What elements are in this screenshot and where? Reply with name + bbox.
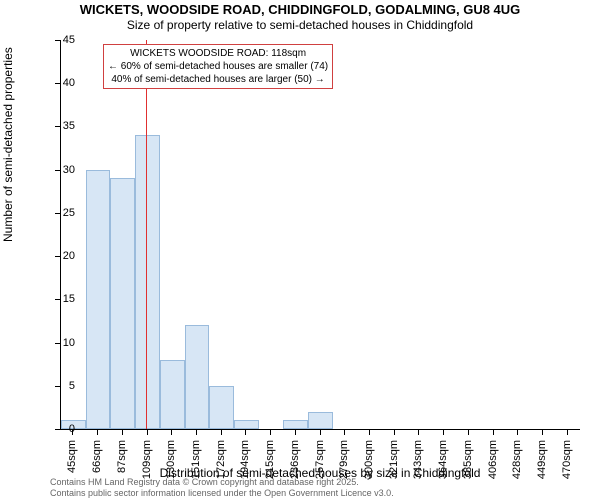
title-line2: Size of property relative to semi-detach…: [0, 18, 600, 33]
x-tick-mark: [295, 430, 296, 435]
y-tick-label: 5: [45, 380, 75, 392]
histogram-bar: [234, 420, 259, 429]
y-tick-label: 20: [45, 250, 75, 262]
y-tick-mark: [55, 429, 60, 430]
x-tick-mark: [147, 430, 148, 435]
x-tick-mark: [369, 430, 370, 435]
y-tick-label: 45: [45, 34, 75, 46]
histogram-bar: [308, 412, 333, 429]
x-tick-label: 343sqm: [411, 440, 425, 490]
x-tick-mark: [394, 430, 395, 435]
y-tick-mark: [55, 83, 60, 84]
y-tick-mark: [55, 40, 60, 41]
x-tick-mark: [517, 430, 518, 435]
x-tick-label: 428sqm: [510, 440, 524, 490]
y-tick-mark: [55, 126, 60, 127]
y-tick-label: 15: [45, 293, 75, 305]
x-tick-label: 385sqm: [461, 440, 475, 490]
y-tick-mark: [55, 213, 60, 214]
x-tick-mark: [567, 430, 568, 435]
y-tick-mark: [55, 256, 60, 257]
x-tick-mark: [493, 430, 494, 435]
title-line1: WICKETS, WOODSIDE ROAD, CHIDDINGFOLD, GO…: [0, 2, 600, 18]
x-tick-mark: [221, 430, 222, 435]
annotation-box: WICKETS WOODSIDE ROAD: 118sqm ← 60% of s…: [103, 44, 333, 89]
histogram-bar: [110, 178, 135, 429]
x-tick-mark: [542, 430, 543, 435]
chart-container: WICKETS, WOODSIDE ROAD, CHIDDINGFOLD, GO…: [0, 0, 600, 500]
y-tick-label: 0: [45, 423, 75, 435]
x-tick-label: 449sqm: [535, 440, 549, 490]
x-tick-mark: [72, 430, 73, 435]
x-tick-label: 406sqm: [486, 440, 500, 490]
x-tick-mark: [418, 430, 419, 435]
x-tick-mark: [122, 430, 123, 435]
annotation-line-1: WICKETS WOODSIDE ROAD: 118sqm: [108, 47, 328, 60]
histogram-bar: [86, 170, 111, 429]
y-tick-label: 10: [45, 337, 75, 349]
plot-area: [60, 40, 580, 430]
histogram-bar: [283, 420, 308, 429]
y-tick-label: 40: [45, 77, 75, 89]
y-tick-mark: [55, 299, 60, 300]
footer: Contains HM Land Registry data © Crown c…: [50, 477, 394, 499]
marker-line: [146, 40, 147, 429]
y-tick-label: 35: [45, 120, 75, 132]
x-tick-mark: [171, 430, 172, 435]
x-tick-mark: [344, 430, 345, 435]
x-tick-mark: [196, 430, 197, 435]
x-tick-mark: [468, 430, 469, 435]
histogram-bar: [135, 135, 160, 429]
x-tick-label: 364sqm: [436, 440, 450, 490]
title-block: WICKETS, WOODSIDE ROAD, CHIDDINGFOLD, GO…: [0, 2, 600, 33]
x-tick-mark: [97, 430, 98, 435]
histogram-bar: [160, 360, 185, 429]
x-tick-mark: [320, 430, 321, 435]
x-tick-mark: [443, 430, 444, 435]
histogram-bar: [209, 386, 234, 429]
x-tick-mark: [245, 430, 246, 435]
histogram-bar: [185, 325, 210, 429]
y-axis-label: Number of semi-detached properties: [1, 47, 15, 242]
annotation-line-2: ← 60% of semi-detached houses are smalle…: [108, 60, 328, 73]
y-tick-mark: [55, 386, 60, 387]
annotation-line-3: 40% of semi-detached houses are larger (…: [108, 73, 328, 86]
x-tick-label: 470sqm: [560, 440, 574, 490]
y-tick-label: 25: [45, 207, 75, 219]
x-tick-mark: [270, 430, 271, 435]
y-tick-mark: [55, 343, 60, 344]
footer-line-1: Contains HM Land Registry data © Crown c…: [50, 477, 394, 488]
y-tick-label: 30: [45, 164, 75, 176]
footer-line-2: Contains public sector information licen…: [50, 488, 394, 499]
y-tick-mark: [55, 170, 60, 171]
